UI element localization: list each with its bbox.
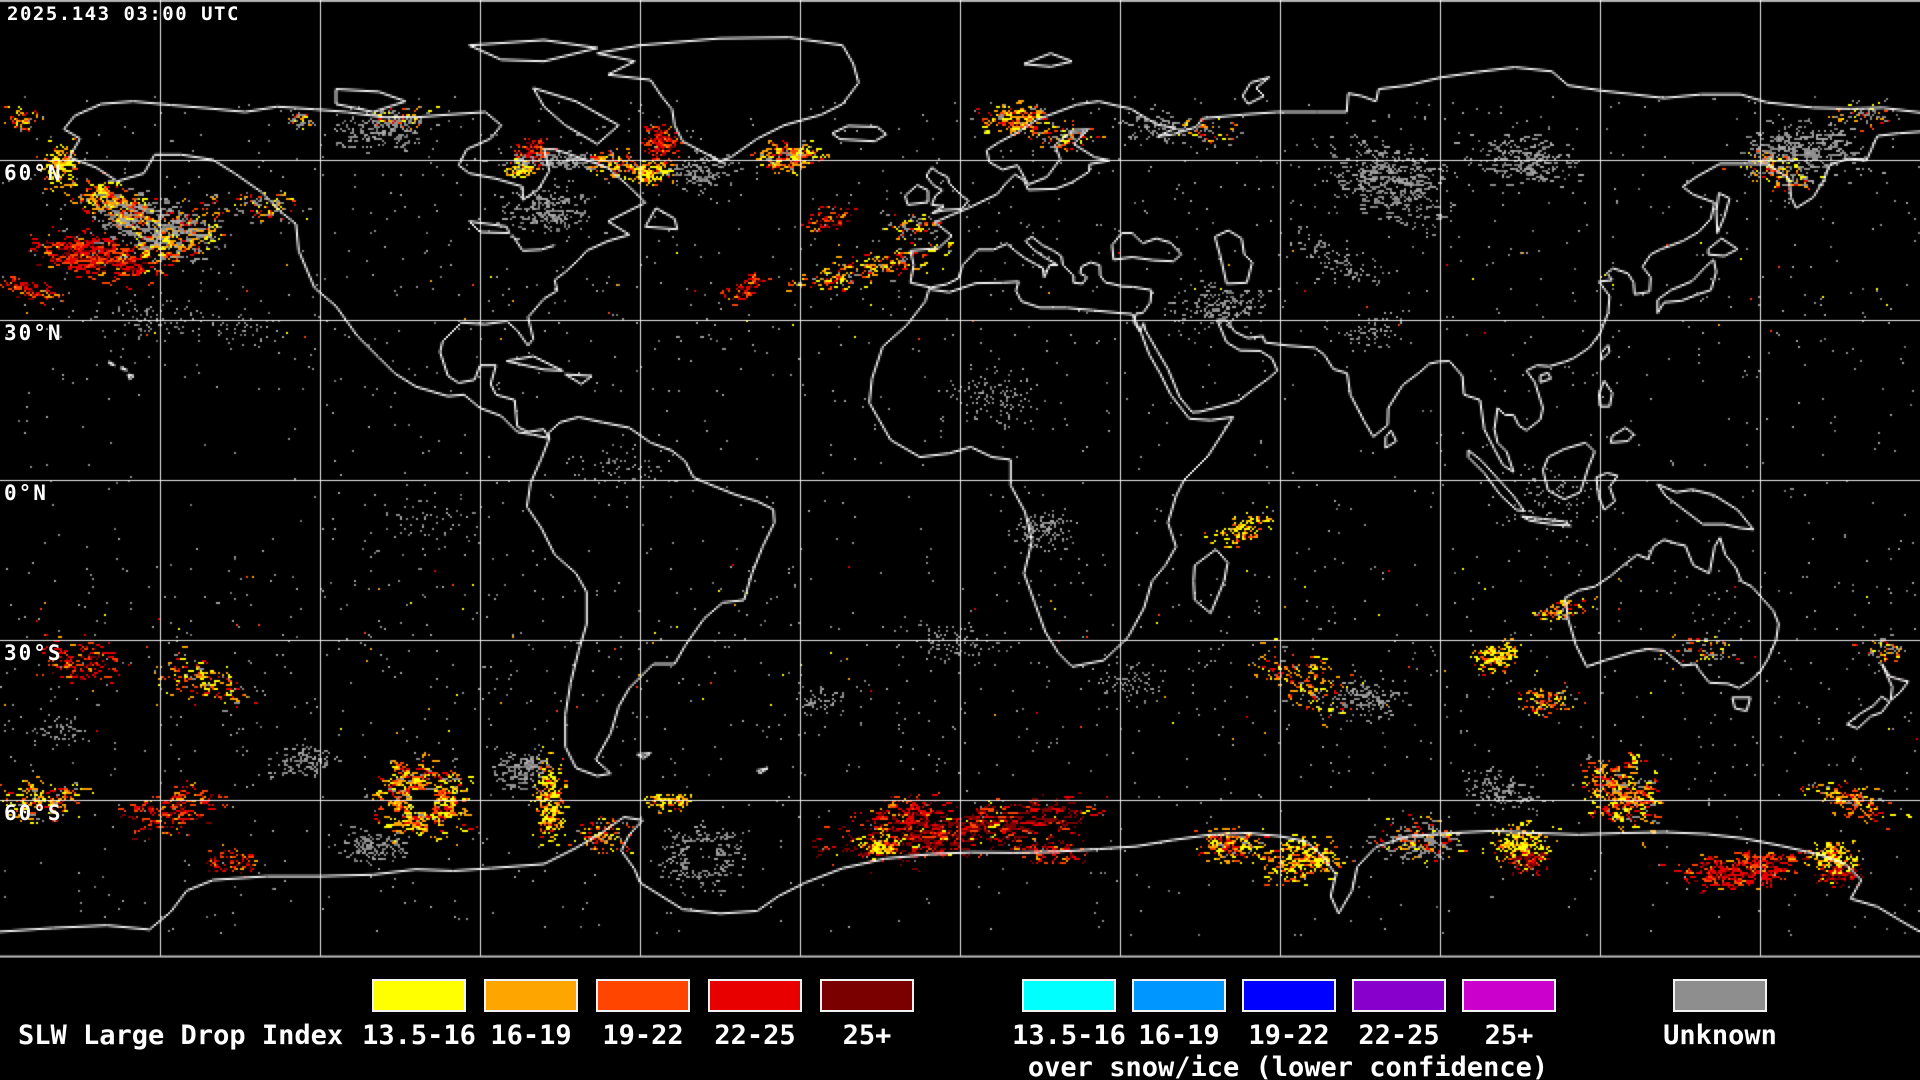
legend-label: 13.5-16 bbox=[1012, 1020, 1126, 1051]
legend-swatch bbox=[1022, 979, 1116, 1012]
legend-item-standard-2: 16-19 bbox=[484, 979, 578, 1051]
lat-label-30s: 30°S bbox=[4, 641, 63, 665]
legend-label: 22-25 bbox=[1358, 1020, 1440, 1051]
legend-item-standard-3: 19-22 bbox=[596, 979, 690, 1051]
legend-item-snowice-4: 22-25 bbox=[1352, 979, 1446, 1051]
legend-snowice-subtitle: over snow/ice (lower confidence) bbox=[1027, 1052, 1549, 1080]
legend-item-snowice-1: 13.5-16 bbox=[1012, 979, 1126, 1051]
lat-label-60s: 60°S bbox=[4, 801, 63, 825]
legend-label: 25+ bbox=[1484, 1020, 1534, 1051]
legend-swatch bbox=[820, 979, 914, 1012]
legend-label: 22-25 bbox=[714, 1020, 796, 1051]
legend-swatch bbox=[1132, 979, 1226, 1012]
lat-label-60n: 60°N bbox=[4, 161, 63, 185]
legend-item-standard-4: 22-25 bbox=[708, 979, 802, 1051]
legend-swatch bbox=[1462, 979, 1556, 1012]
legend-item-snowice-2: 16-19 bbox=[1132, 979, 1226, 1051]
legend-swatch bbox=[372, 979, 466, 1012]
legend-swatch bbox=[708, 979, 802, 1012]
lat-label-30n: 30°N bbox=[4, 321, 63, 345]
legend-item-standard-5: 25+ bbox=[820, 979, 914, 1051]
legend-item-snowice-3: 19-22 bbox=[1242, 979, 1336, 1051]
world-map-canvas bbox=[0, 0, 1920, 958]
legend-item-snowice-5: 25+ bbox=[1462, 979, 1556, 1051]
legend-swatch bbox=[484, 979, 578, 1012]
legend-title: SLW Large Drop Index bbox=[18, 1020, 344, 1051]
legend-item-standard-1: 13.5-16 bbox=[362, 979, 476, 1051]
legend-item-unknown: Unknown bbox=[1663, 979, 1777, 1051]
legend-swatch bbox=[596, 979, 690, 1012]
lat-label-0n: 0°N bbox=[4, 481, 48, 505]
legend: SLW Large Drop Index 13.5-16 16-19 19-22… bbox=[0, 958, 1920, 1080]
legend-label: 16-19 bbox=[490, 1020, 572, 1051]
timestamp: 2025.143 03:00 UTC bbox=[7, 3, 240, 25]
legend-label: 13.5-16 bbox=[362, 1020, 476, 1051]
legend-swatch bbox=[1242, 979, 1336, 1012]
legend-label: 19-22 bbox=[1248, 1020, 1330, 1051]
legend-swatch bbox=[1673, 979, 1767, 1012]
legend-label: 19-22 bbox=[602, 1020, 684, 1051]
legend-swatch bbox=[1352, 979, 1446, 1012]
legend-label: 25+ bbox=[842, 1020, 892, 1051]
legend-label: Unknown bbox=[1663, 1020, 1777, 1051]
legend-label: 16-19 bbox=[1138, 1020, 1220, 1051]
